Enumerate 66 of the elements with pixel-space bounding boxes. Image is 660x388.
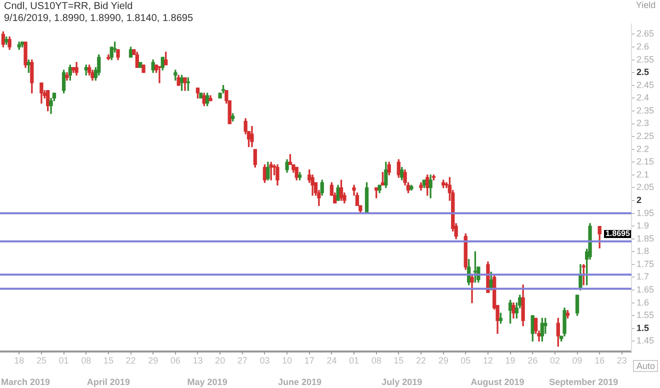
y-tick-label: 1.5 bbox=[636, 322, 649, 333]
x2-tick-label: September 2019 bbox=[549, 377, 618, 388]
x-tick-label: 08 bbox=[81, 355, 92, 366]
y-tick-label: 2.6 bbox=[636, 42, 649, 52]
x-tick-label: 18 bbox=[14, 355, 24, 366]
y-tick-label: 1.65 bbox=[636, 284, 654, 294]
y-tick-label: 2.15 bbox=[636, 156, 654, 167]
x2-tick-label: May 2019 bbox=[187, 377, 228, 388]
annotation: 1.8695 bbox=[604, 228, 631, 238]
candlestick bbox=[158, 66, 162, 84]
x-tick-label: 29 bbox=[148, 355, 158, 366]
x-tick-label: 27 bbox=[237, 355, 248, 366]
x-tick-label: 10 bbox=[282, 355, 292, 366]
x-tick-label: 22 bbox=[126, 355, 136, 366]
x2-tick-label: July 2019 bbox=[382, 377, 422, 388]
x-tick-label: 02 bbox=[550, 355, 560, 366]
x2-tick-label: August 2019 bbox=[470, 377, 524, 388]
x-tick-label: 17 bbox=[304, 355, 314, 366]
y-tick-label: 1.75 bbox=[636, 258, 654, 269]
y-tick-label: 2.35 bbox=[636, 105, 654, 116]
y-tick-label: 2.05 bbox=[636, 182, 654, 192]
x-tick-label: 23 bbox=[616, 355, 627, 366]
x2-tick-label: June 2019 bbox=[278, 377, 322, 388]
x-tick-label: 09 bbox=[572, 355, 582, 366]
y-tick-label: 1.85 bbox=[636, 233, 654, 244]
x-tick-label: 08 bbox=[371, 355, 382, 366]
x-tick-label: 26 bbox=[528, 355, 538, 366]
y-tick-label: 1.95 bbox=[636, 208, 654, 218]
y-tick-label: 1.8 bbox=[636, 246, 649, 256]
y-tick-label: 1.55 bbox=[636, 310, 654, 320]
x-tick-label: 12 bbox=[482, 355, 493, 366]
y-tick-label: 2.25 bbox=[636, 131, 654, 142]
x-tick-label: 24 bbox=[326, 355, 337, 366]
x-tick-label: 19 bbox=[505, 355, 516, 366]
x-tick-label: 29 bbox=[438, 355, 448, 366]
y-tick-label: 1.7 bbox=[636, 272, 649, 282]
y-tick-label: 2.1 bbox=[636, 169, 649, 180]
y-tick-label: 1.6 bbox=[636, 297, 649, 308]
x2-tick-label: March 2019 bbox=[1, 377, 50, 388]
y-tick-label: 2 bbox=[636, 194, 642, 205]
y-tick-label: 1.45 bbox=[636, 336, 654, 346]
y-axis-title: Yield bbox=[636, 0, 656, 10]
x-tick-label: 06 bbox=[170, 355, 180, 366]
x-tick-label: 03 bbox=[260, 355, 270, 366]
y-tick-label: 2.4 bbox=[636, 92, 649, 103]
x-tick-label: 22 bbox=[416, 355, 426, 366]
x-tick-label: 01 bbox=[349, 355, 360, 366]
x-tick-label: 13 bbox=[192, 355, 203, 366]
text: Auto bbox=[633, 360, 658, 372]
x-tick-label: 05 bbox=[460, 355, 471, 366]
y-tick-label: 2.2 bbox=[636, 144, 649, 154]
y-tick-label: 2.3 bbox=[636, 118, 649, 128]
y-tick-label: 2.5 bbox=[636, 67, 649, 78]
x2-tick-label: April 2019 bbox=[86, 377, 130, 388]
y-tick-label: 2.55 bbox=[636, 54, 654, 64]
x-tick-label: 15 bbox=[394, 355, 404, 366]
x-tick-label: 01 bbox=[58, 355, 69, 366]
chart-title: Cndl, US10YT=RR, Bid Yield bbox=[4, 1, 134, 13]
y-tick-label: 2.45 bbox=[636, 80, 654, 90]
x-tick-label: 16 bbox=[594, 355, 605, 366]
chart-subtitle: 9/16/2019, 1.8990, 1.8990, 1.8140, 1.8695 bbox=[4, 13, 194, 25]
y-tick-label: 2.65 bbox=[636, 28, 654, 39]
x-tick-label: 20 bbox=[215, 355, 226, 366]
x-tick-label: 15 bbox=[103, 355, 114, 366]
y-tick-label: 1.9 bbox=[636, 220, 649, 231]
x-tick-label: 25 bbox=[36, 355, 46, 366]
